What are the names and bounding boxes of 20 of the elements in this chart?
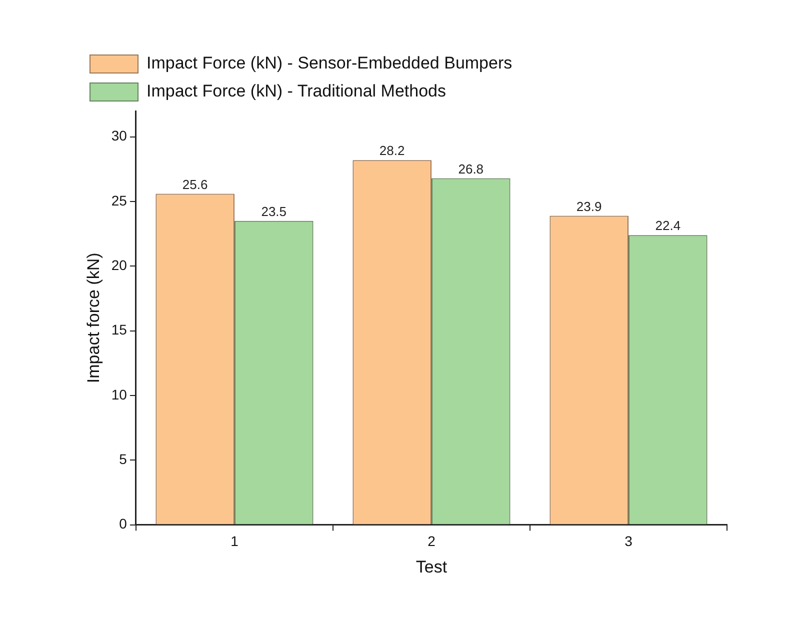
y-tick-label: 15 — [111, 322, 128, 338]
legend-label: Impact Force (kN) - Sensor-Embedded Bumpers — [146, 54, 512, 73]
data-label: 22.4 — [655, 218, 681, 234]
x-axis-title: Test — [416, 557, 448, 576]
legend-label: Impact Force (kN) - Traditional Methods — [146, 82, 446, 101]
y-tick-label: 5 — [119, 451, 128, 468]
data-label: 23.9 — [576, 198, 602, 214]
y-axis-title: Impact force (kN) — [84, 252, 103, 384]
data-label: 26.8 — [458, 161, 484, 176]
data-label: 28.2 — [379, 143, 405, 158]
x-tick-label: 2 — [428, 533, 436, 550]
x-tick-label: 1 — [230, 533, 239, 550]
data-label: 25.6 — [182, 176, 208, 192]
y-tick-label: 10 — [111, 386, 128, 402]
y-tick-label: 20 — [111, 257, 128, 274]
y-tick-label: 0 — [119, 516, 128, 532]
y-tick-label: 25 — [111, 192, 128, 208]
data-label: 23.5 — [261, 204, 287, 219]
x-tick-label: 3 — [624, 533, 633, 550]
y-tick-label: 30 — [111, 128, 128, 144]
